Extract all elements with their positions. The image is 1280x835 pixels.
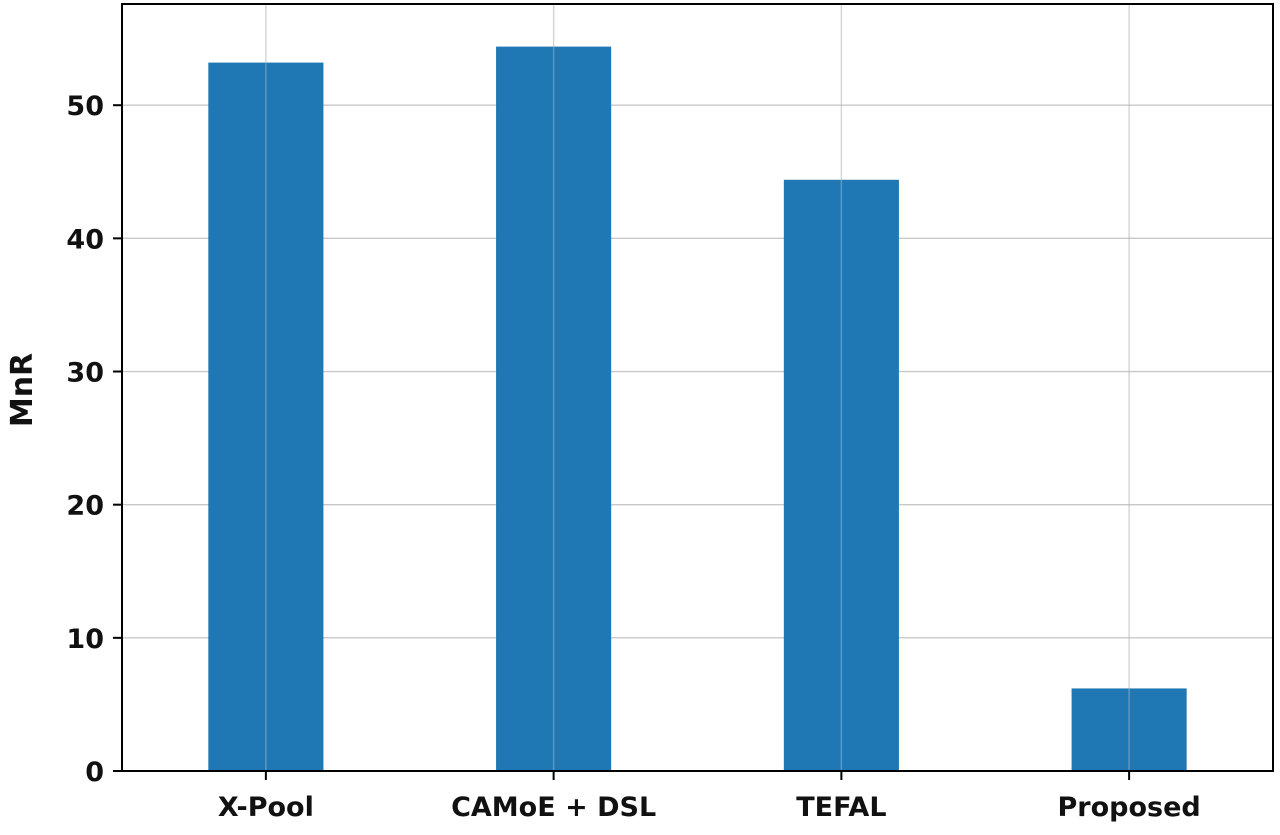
axes [121,3,1274,772]
plot-frame [121,3,1274,772]
bars [208,46,1187,772]
x-tick-label: TEFAL [796,792,886,823]
x-tick-label: X-Pool [218,792,314,823]
y-tick-label: 10 [66,624,104,655]
x-tick-label: Proposed [1058,792,1201,823]
x-grid-over [265,4,1130,771]
y-tick-label: 50 [66,91,104,122]
y-tick-label: 30 [66,358,104,389]
y-axis-label: MnR [5,353,40,427]
x-tick-label: CAMoE + DSL [451,792,656,823]
y-tick-label: 20 [66,491,104,522]
y-tick-label: 0 [85,757,104,788]
ticks: 0 10 20 30 40 50 X-Pool CAMoE + DSL TEFAL Propose… [66,91,1200,823]
y-tick-label: 40 [66,224,104,255]
